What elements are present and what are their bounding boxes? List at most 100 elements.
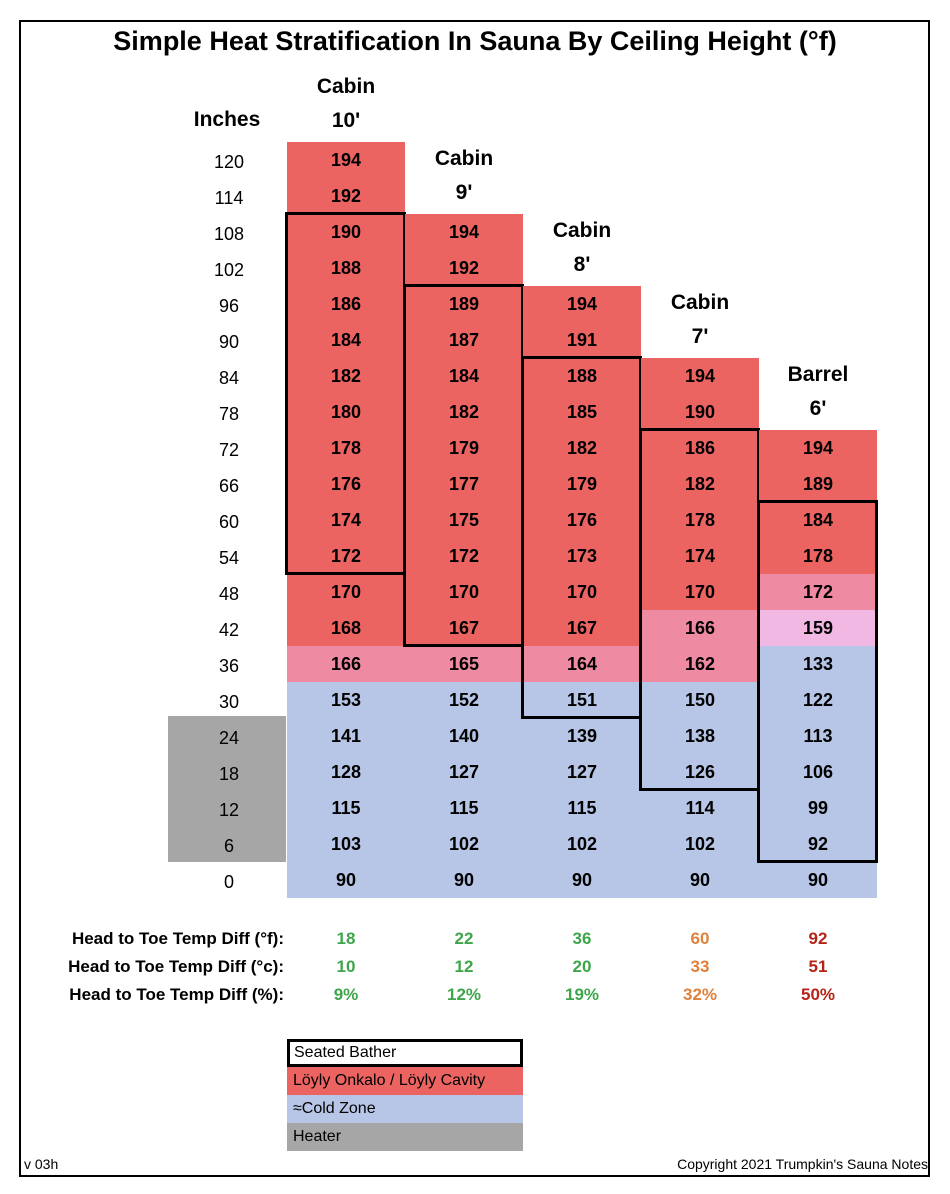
temp-cell: 170: [287, 574, 405, 610]
temp-cell: 150: [641, 682, 759, 718]
temp-cell: 166: [641, 610, 759, 646]
diff-label: Head to Toe Temp Diff (°c):: [68, 957, 284, 976]
diff-value: 60: [690, 929, 710, 948]
temp-cell: 178: [759, 538, 877, 574]
temp-cell: 186: [287, 286, 405, 322]
diff-label: Head to Toe Temp Diff (°f):: [71, 929, 284, 948]
legend-item-heater: Heater: [287, 1123, 523, 1151]
row-label-66: 66: [218, 476, 240, 496]
temp-cell: 139: [523, 718, 641, 754]
temp-cell: 194: [641, 358, 759, 394]
seated-bather-outline: [285, 212, 406, 575]
diff-value: 12: [454, 957, 474, 976]
row-label-72: 72: [218, 440, 240, 460]
row-label-60: 60: [218, 512, 240, 532]
temp-cell: 190: [287, 214, 405, 250]
temp-cell: 179: [523, 466, 641, 502]
temp-cell: 182: [287, 358, 405, 394]
temp-cell: 102: [405, 826, 523, 862]
temp-cell: 165: [405, 646, 523, 682]
temp-cell: 90: [287, 862, 405, 898]
temp-cell: 159: [759, 610, 877, 646]
temp-cell: 192: [405, 250, 523, 286]
temp-cell: 90: [641, 862, 759, 898]
temp-cell: 182: [641, 466, 759, 502]
temp-cell: 90: [523, 862, 641, 898]
column-header-type: Cabin: [434, 147, 494, 170]
temp-cell: 176: [523, 502, 641, 538]
temp-cell: 172: [759, 574, 877, 610]
column-header-2: Cabin 8': [523, 214, 641, 282]
temp-cell: 115: [405, 790, 523, 826]
diff-value: 12%: [446, 985, 482, 1004]
diff-value: 10: [336, 957, 356, 976]
row-label-114: 114: [214, 188, 244, 208]
temp-cell: 187: [405, 322, 523, 358]
temp-cell: 194: [287, 142, 405, 178]
row-label-6: 6: [223, 836, 234, 856]
legend-item-bather: Seated Bather: [287, 1039, 523, 1067]
temp-cell: 99: [759, 790, 877, 826]
temp-cell: 164: [523, 646, 641, 682]
temp-cell: 188: [523, 358, 641, 394]
column-header-height: 10': [331, 109, 361, 132]
row-label-42: 42: [218, 620, 240, 640]
chart-title: Simple Heat Stratification In Sauna By C…: [113, 26, 837, 56]
version-label: v 03h: [24, 1156, 59, 1172]
row-label-12: 12: [218, 800, 240, 820]
diff-label: Head to Toe Temp Diff (%):: [69, 985, 284, 1004]
column-header-height: 8': [573, 253, 591, 276]
temp-cell: 162: [641, 646, 759, 682]
row-label-90: 90: [218, 332, 240, 352]
column-header-0: Cabin 10': [287, 70, 405, 138]
row-label-102: 102: [213, 260, 245, 280]
column-header-height: 6': [809, 397, 827, 420]
temp-cell: 182: [405, 394, 523, 430]
chart-frame: [19, 20, 930, 1177]
row-label-36: 36: [218, 656, 240, 676]
temp-cell: 141: [287, 718, 405, 754]
column-header-3: Cabin 7': [641, 286, 759, 354]
temp-cell: 172: [405, 538, 523, 574]
diff-value: 19%: [564, 985, 600, 1004]
column-header-height: 9': [455, 181, 473, 204]
row-label-96: 96: [218, 296, 240, 316]
temp-cell: 127: [405, 754, 523, 790]
diff-value: 20: [572, 957, 592, 976]
temp-cell: 115: [523, 790, 641, 826]
temp-cell: 190: [641, 394, 759, 430]
temp-cell: 90: [759, 862, 877, 898]
temp-cell: 90: [405, 862, 523, 898]
temp-cell: 176: [287, 466, 405, 502]
legend-item-cavity: Löyly Onkalo / Löyly Cavity: [287, 1067, 523, 1095]
temp-cell: 184: [287, 322, 405, 358]
column-header-height: 7': [691, 325, 709, 348]
temp-cell: 113: [759, 718, 877, 754]
temp-cell: 184: [759, 502, 877, 538]
seated-bather-outline: [639, 428, 760, 791]
temp-cell: 178: [287, 430, 405, 466]
temp-cell: 172: [287, 538, 405, 574]
diff-value: 22: [454, 929, 474, 948]
column-header-1: Cabin 9': [405, 142, 523, 210]
temp-cell: 174: [641, 538, 759, 574]
temp-cell: 174: [287, 502, 405, 538]
temp-cell: 182: [523, 430, 641, 466]
row-label-24: 24: [218, 728, 240, 748]
seated-bather-outline: [757, 500, 878, 863]
temp-cell: 177: [405, 466, 523, 502]
temp-cell: 189: [759, 466, 877, 502]
temp-cell: 194: [405, 214, 523, 250]
temp-cell: 170: [405, 574, 523, 610]
temp-cell: 127: [523, 754, 641, 790]
temp-cell: 194: [523, 286, 641, 322]
temp-cell: 173: [523, 538, 641, 574]
temp-cell: 114: [641, 790, 759, 826]
column-header-type: Cabin: [670, 291, 730, 314]
seated-bather-outline: [521, 356, 642, 719]
temp-cell: 106: [759, 754, 877, 790]
temp-cell: 184: [405, 358, 523, 394]
row-label-120: 120: [213, 152, 245, 172]
temp-cell: 128: [287, 754, 405, 790]
diff-value: 18: [336, 929, 356, 948]
